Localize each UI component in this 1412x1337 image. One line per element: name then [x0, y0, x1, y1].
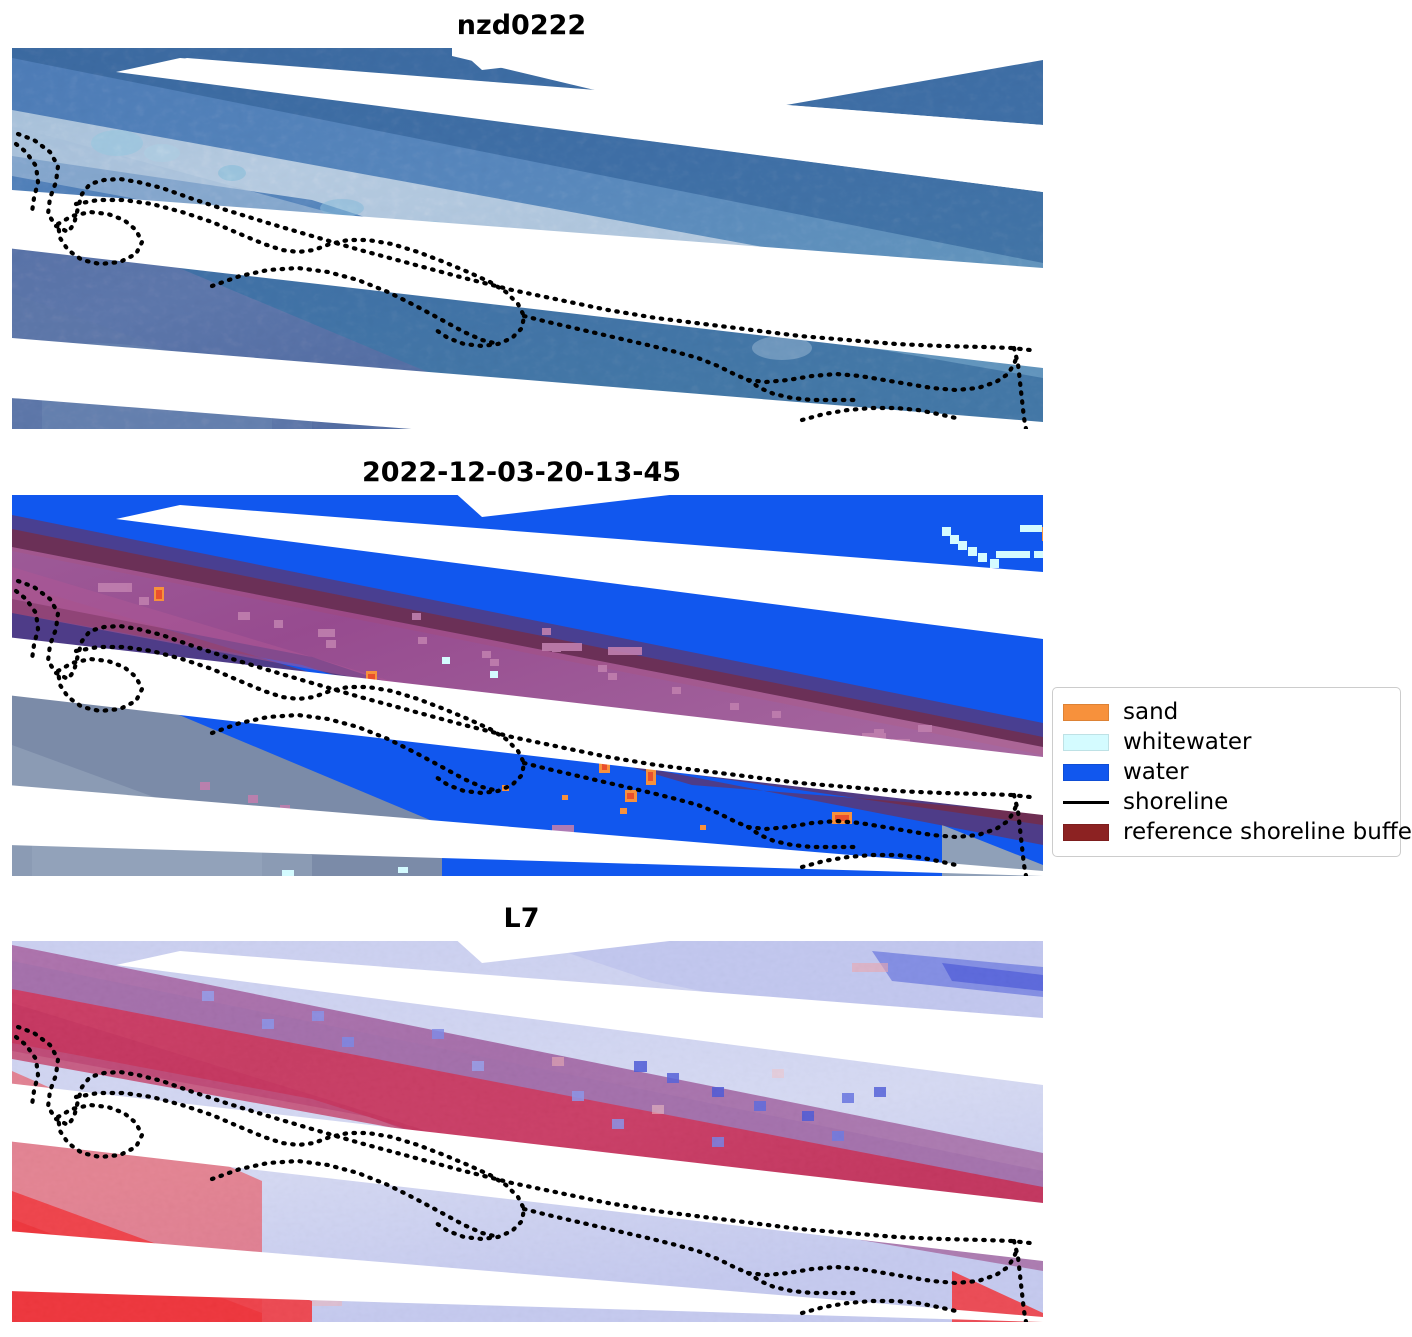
legend-item-whitewater: whitewater	[1063, 727, 1390, 757]
panel-rgb-satellite	[12, 48, 1043, 429]
shoreline-swatch	[1063, 800, 1109, 804]
reference-shoreline-buffer-swatch	[1063, 823, 1109, 841]
legend-label-whitewater: whitewater	[1123, 728, 1252, 755]
legend-label-reference-shoreline-buffer: reference shoreline buffer	[1123, 818, 1412, 845]
legend-label-sand: sand	[1123, 698, 1179, 725]
legend-item-sand: sand	[1063, 697, 1390, 727]
panel-1-title: nzd0222	[456, 10, 587, 41]
legend-item-reference-shoreline-buffer: reference shoreline buffer	[1063, 817, 1412, 847]
water-swatch	[1063, 763, 1109, 781]
legend-label-shoreline: shoreline	[1123, 788, 1229, 815]
sand-swatch	[1063, 703, 1109, 721]
panel-3-title: L7	[503, 903, 540, 934]
legend-label-water: water	[1123, 758, 1189, 785]
rgb-satellite-image	[12, 48, 1043, 429]
whitewater-swatch	[1063, 733, 1109, 751]
shoreline-contour	[13, 578, 1033, 876]
index-bwr-image	[12, 941, 1043, 1322]
panel-index-bwr	[12, 941, 1043, 1322]
shoreline-contour	[13, 1024, 1033, 1322]
legend-item-shoreline: shoreline	[1063, 787, 1390, 817]
panel-2-title: 2022-12-03-20-13-45	[361, 457, 682, 488]
legend-box: sand whitewater water shoreline referenc…	[1052, 687, 1412, 857]
shoreline-contour	[13, 131, 1033, 429]
legend-item-water: water	[1063, 757, 1390, 787]
classification-overlay-image	[12, 495, 1043, 876]
panel-classification-overlay	[12, 495, 1043, 876]
